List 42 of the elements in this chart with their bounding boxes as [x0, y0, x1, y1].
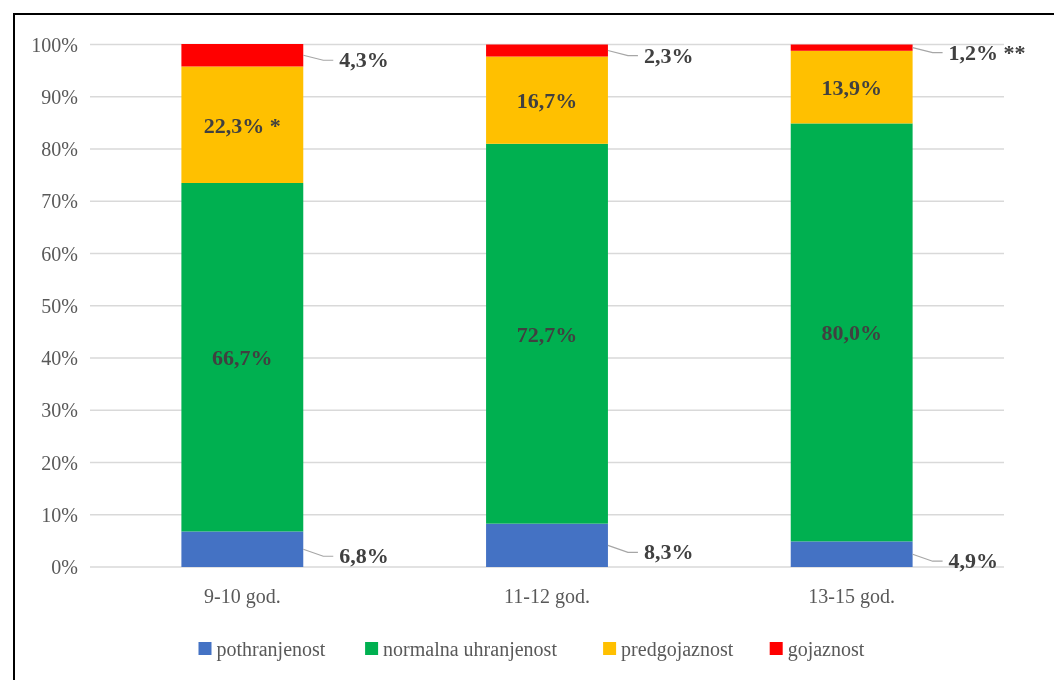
- bar: [181, 531, 304, 567]
- data-label: 72,7%: [516, 321, 578, 347]
- bar: [181, 44, 304, 67]
- y-tick-label: 10%: [41, 503, 78, 526]
- data-label: 80,0%: [821, 320, 882, 346]
- bar: [181, 182, 304, 532]
- y-tick-label: 100%: [31, 33, 78, 56]
- data-label: 6,8%: [339, 543, 389, 569]
- data-label: 8,3%: [643, 539, 694, 565]
- legend-label: pothranjenost: [216, 638, 326, 661]
- bar: [486, 523, 608, 567]
- legend-label: normalna uhranjenost: [383, 638, 558, 661]
- bar: [790, 541, 913, 567]
- data-label: 16,7%: [516, 88, 578, 114]
- y-tick-label: 50%: [41, 294, 78, 317]
- data-label: 1,2% **: [948, 39, 1026, 65]
- x-tick-label: 13-15 god.: [808, 585, 895, 608]
- legend-label: predgojaznost: [621, 638, 734, 661]
- data-label: 4,3%: [339, 47, 389, 73]
- bar: [486, 143, 608, 524]
- y-tick-label: 0%: [51, 556, 78, 578]
- x-tick-label: 9-10 god.: [204, 585, 281, 608]
- y-tick-label: 90%: [41, 85, 78, 108]
- bar: [181, 66, 304, 183]
- legend-label: gojaznost: [787, 638, 865, 661]
- data-label: 22,3% *: [203, 112, 281, 138]
- data-label: 13,9%: [821, 75, 882, 101]
- y-tick-label: 60%: [41, 242, 78, 265]
- bar: [790, 123, 913, 542]
- y-tick-label: 30%: [41, 399, 78, 422]
- bar: [486, 56, 608, 144]
- data-label: 4,9%: [948, 548, 999, 574]
- data-label: 2,3%: [643, 42, 694, 68]
- bar: [790, 44, 913, 51]
- y-tick-label: 40%: [41, 347, 78, 370]
- y-tick-label: 80%: [41, 138, 78, 161]
- bar: [486, 44, 608, 57]
- y-tick-label: 70%: [41, 190, 78, 213]
- y-tick-label: 20%: [41, 451, 78, 474]
- data-label: 66,7%: [212, 345, 273, 371]
- x-tick-label: 11-12 god.: [504, 585, 590, 608]
- bar: [790, 50, 913, 124]
